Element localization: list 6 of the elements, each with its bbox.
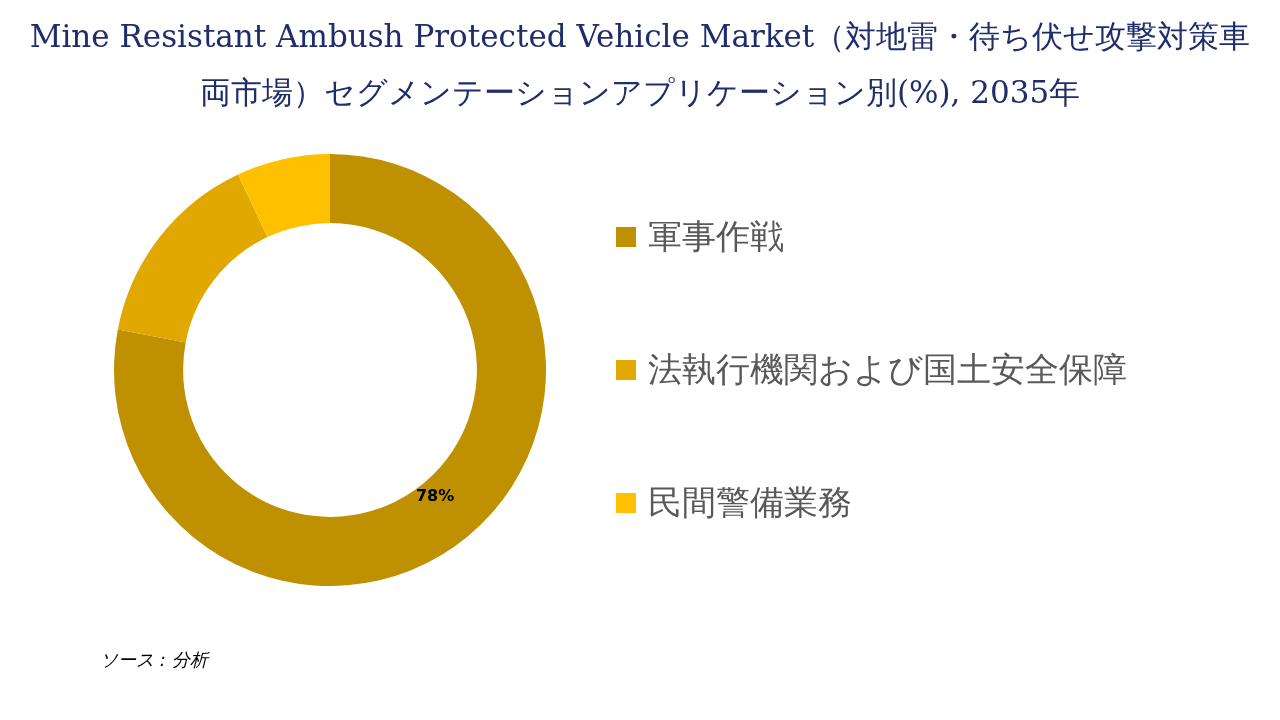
- data-label: 78%: [415, 486, 455, 506]
- legend-label: 民間警備業務: [648, 481, 852, 525]
- chart-title: Mine Resistant Ambush Protected Vehicle Market（対地雷・待ち伏せ攻撃対策車両市場）セグメンテーションアプリケーション別(%), 2035年: [28, 17, 1252, 112]
- text: ソース : 分析: [100, 648, 208, 672]
- legend-label: 法執行機関および国土安全保障: [648, 348, 1127, 391]
- legend-label: 軍事作戦: [648, 214, 784, 258]
